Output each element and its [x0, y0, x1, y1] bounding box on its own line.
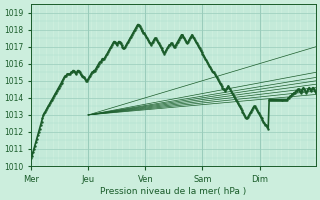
X-axis label: Pression niveau de la mer( hPa ): Pression niveau de la mer( hPa ): [100, 187, 247, 196]
